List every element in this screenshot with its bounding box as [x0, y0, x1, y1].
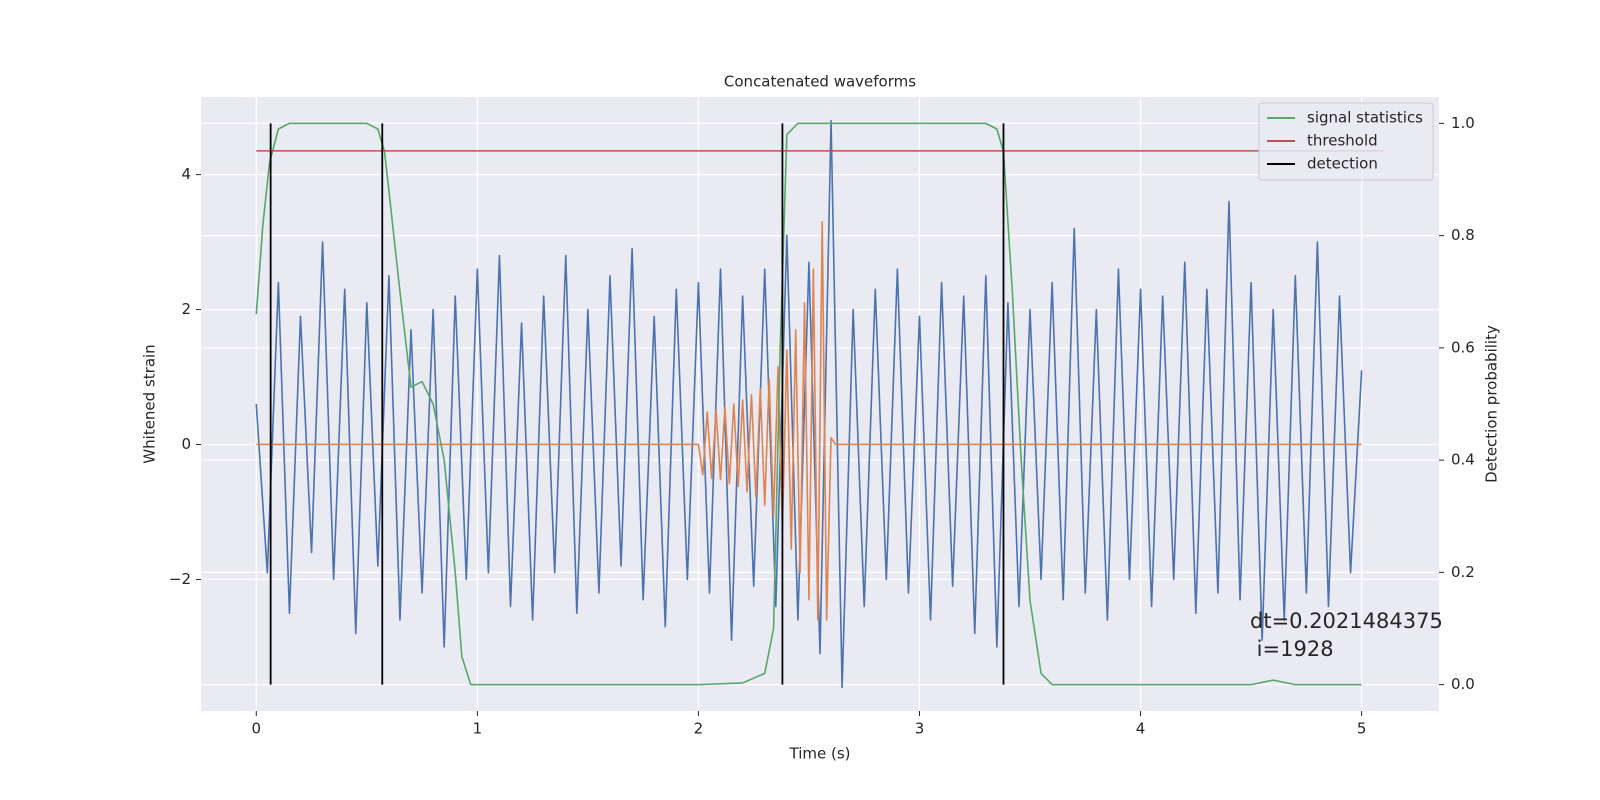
- y2-tick-label: 0.6: [1451, 338, 1475, 356]
- x-tick-label: 1: [473, 720, 483, 738]
- y2-axis-label: Detection probability: [1483, 325, 1501, 483]
- x-tick-label: 0: [251, 720, 261, 738]
- y-tick-label: 4: [181, 165, 191, 183]
- y2-tick-label: 0.0: [1451, 675, 1475, 693]
- legend-label: detection: [1307, 155, 1378, 173]
- legend-box: [1258, 102, 1434, 181]
- x-tick-label: 5: [1357, 720, 1367, 738]
- chart-title: Concatenated waveforms: [724, 73, 916, 91]
- y2-tick-label: 0.4: [1451, 451, 1475, 469]
- x-axis-label: Time (s): [789, 745, 851, 763]
- y-tick-label: 2: [181, 300, 191, 318]
- legend-label: threshold: [1307, 132, 1378, 150]
- x-tick-label: 3: [915, 720, 925, 738]
- series-line: [256, 221, 1362, 621]
- y-axis-label: Whitened strain: [141, 344, 159, 463]
- series-line: [255, 119, 1363, 689]
- y-tick-label: 0: [181, 435, 191, 453]
- legend: signal statistics threshold detection: [1258, 102, 1434, 181]
- annotation: dt=0.2021484375: [1250, 609, 1443, 633]
- y-tick-label: −2: [169, 570, 191, 588]
- series-line: [255, 122, 1362, 686]
- y2-tick-label: 0.8: [1451, 226, 1475, 244]
- y2-tick-label: 0.2: [1451, 563, 1475, 581]
- legend-label: signal statistics: [1307, 109, 1423, 127]
- annotation: i=1928: [1250, 637, 1334, 661]
- x-tick-label: 4: [1136, 720, 1146, 738]
- y2-tick-label: 1.0: [1451, 114, 1475, 132]
- marks: [255, 119, 1384, 689]
- x-tick-label: 2: [694, 720, 704, 738]
